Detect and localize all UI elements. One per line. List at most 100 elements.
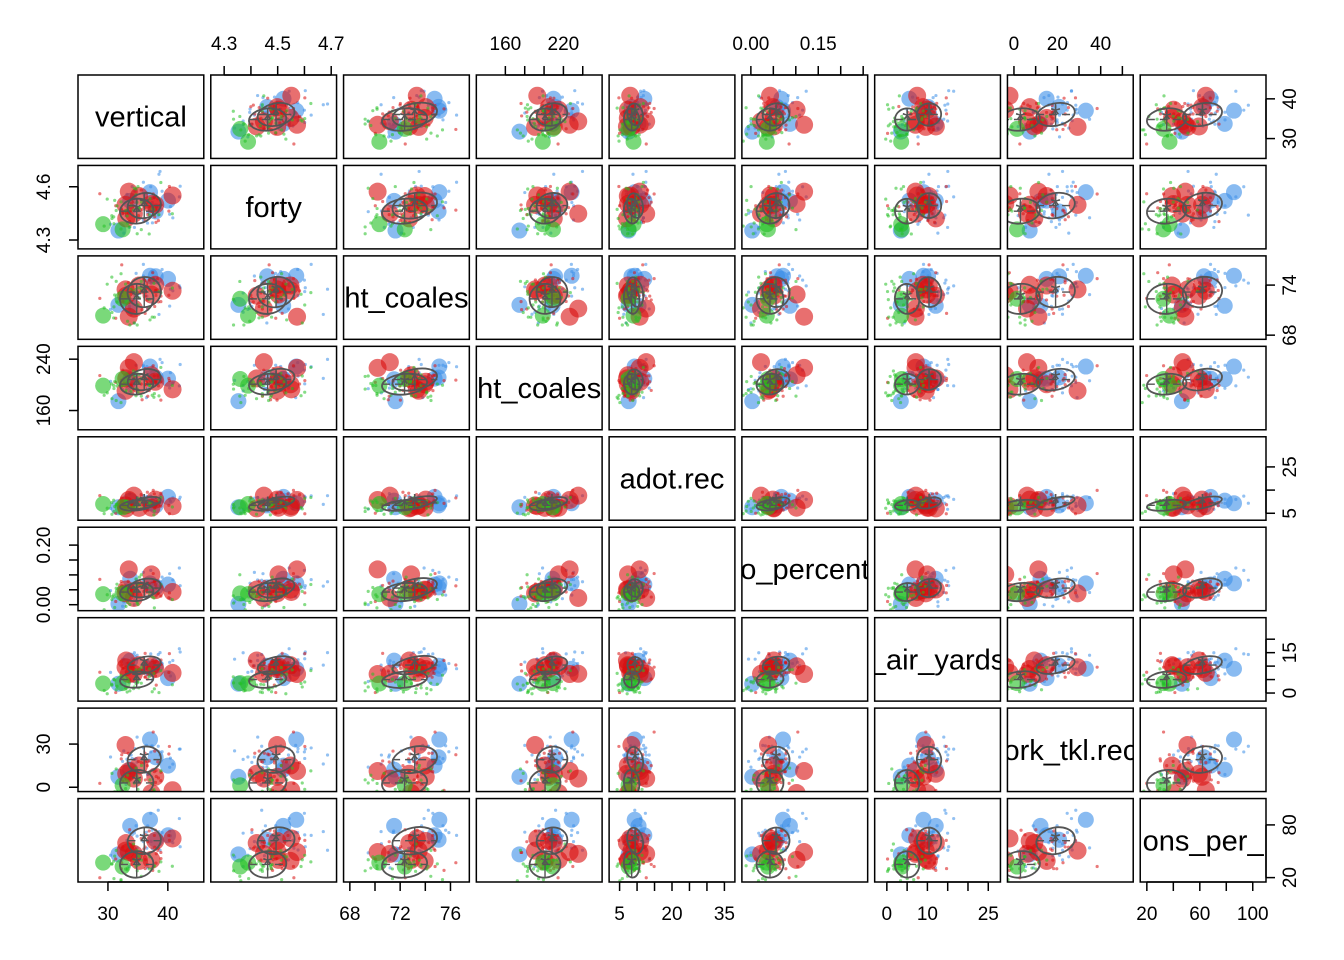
- data-point: [946, 291, 950, 295]
- data-point: [371, 500, 375, 504]
- data-point: [126, 281, 130, 285]
- data-point: [1191, 112, 1195, 116]
- data-point: [1057, 135, 1062, 139]
- data-point: [916, 367, 920, 371]
- data-point: [1158, 209, 1162, 213]
- data-ellipse: [381, 197, 429, 225]
- data-point: [1172, 374, 1176, 378]
- data-point: [1002, 232, 1005, 235]
- data-point: [569, 112, 588, 131]
- panel-vertical-vs-adot.rec: **: [608, 74, 736, 160]
- data-point: [994, 391, 997, 394]
- data-point: [1216, 115, 1233, 132]
- data-point: [525, 289, 530, 294]
- data-point: [649, 110, 653, 115]
- data-point: [1003, 208, 1006, 211]
- data-point: [894, 321, 898, 325]
- data-point: [1162, 395, 1166, 399]
- data-point: [1041, 287, 1045, 292]
- data-point: [620, 132, 624, 137]
- data-ellipse: [248, 107, 288, 132]
- data-point: [534, 490, 538, 494]
- data-point: [1123, 375, 1126, 378]
- data-point: [387, 386, 391, 390]
- centroid-marker: *: [771, 191, 781, 221]
- data-point: [541, 94, 545, 98]
- data-point: [944, 184, 948, 189]
- data-point: [258, 124, 262, 128]
- data-point: [804, 89, 808, 93]
- data-point: [631, 206, 635, 210]
- data-point: [932, 128, 936, 132]
- panel-frame: [342, 345, 471, 431]
- data-point: [1183, 308, 1187, 312]
- data-point: [1028, 104, 1032, 109]
- data-point: [1208, 371, 1212, 375]
- data-point: [102, 224, 106, 228]
- data-point: [968, 308, 984, 324]
- diagonal-label: ht_coales: [477, 373, 601, 405]
- points: **: [511, 262, 588, 327]
- data-point: [994, 197, 997, 200]
- data-point: [232, 290, 249, 307]
- data-point: [649, 298, 653, 302]
- data-point: [129, 383, 134, 387]
- data-point: [238, 506, 242, 510]
- data-point: [781, 286, 785, 290]
- data-point: [1007, 86, 1019, 105]
- data-point: [975, 139, 978, 142]
- data-point: [269, 380, 273, 384]
- data-point: [756, 128, 761, 132]
- data-point: [768, 271, 773, 275]
- data-point: [123, 282, 128, 286]
- data-point: [968, 216, 984, 232]
- data-point: [751, 387, 755, 391]
- data-point: [526, 306, 530, 310]
- data-point: [784, 379, 789, 383]
- data-point: [1173, 101, 1178, 106]
- data-point: [284, 391, 288, 395]
- data-point: [1156, 206, 1160, 210]
- data-point: [1161, 364, 1166, 368]
- data-point: [238, 394, 242, 398]
- data-point: [257, 133, 261, 137]
- data-point: [944, 512, 948, 516]
- data-point: [620, 122, 624, 126]
- panel-frame: [741, 436, 869, 521]
- data-point: [363, 117, 367, 121]
- data-point: [884, 137, 888, 141]
- data-point: [979, 389, 982, 392]
- data-point: [1023, 286, 1027, 290]
- data-point: [1142, 200, 1146, 204]
- data-ellipse: [391, 101, 438, 128]
- data-point: [303, 96, 307, 100]
- data-point: [892, 390, 896, 394]
- data-point: [622, 307, 626, 311]
- data-point: [888, 225, 892, 229]
- data-point: [752, 221, 756, 225]
- data-point: [989, 382, 992, 385]
- data-point: [265, 321, 269, 325]
- points: **: [609, 353, 656, 410]
- data-point: [916, 96, 920, 100]
- centroid-marker: *: [1051, 277, 1061, 307]
- data-point: [132, 321, 136, 325]
- data-point: [926, 117, 945, 136]
- data-point: [900, 323, 904, 327]
- data-point: [1041, 193, 1045, 197]
- data-point: [536, 132, 541, 137]
- data-point: [1055, 363, 1059, 367]
- data-point: [1021, 368, 1025, 372]
- panel-forty-vs-work_tkl.rec: **: [968, 164, 1134, 250]
- data-point: [935, 363, 939, 367]
- data-point: [642, 89, 646, 93]
- data-point: [580, 169, 585, 174]
- data-point: [137, 206, 141, 210]
- data-point: [1208, 262, 1213, 266]
- data-point: [926, 219, 930, 223]
- data-point: [912, 212, 916, 217]
- points: **: [741, 86, 814, 150]
- data-point: [1223, 211, 1227, 215]
- data-ellipse: [1145, 282, 1188, 315]
- points: **: [363, 169, 459, 239]
